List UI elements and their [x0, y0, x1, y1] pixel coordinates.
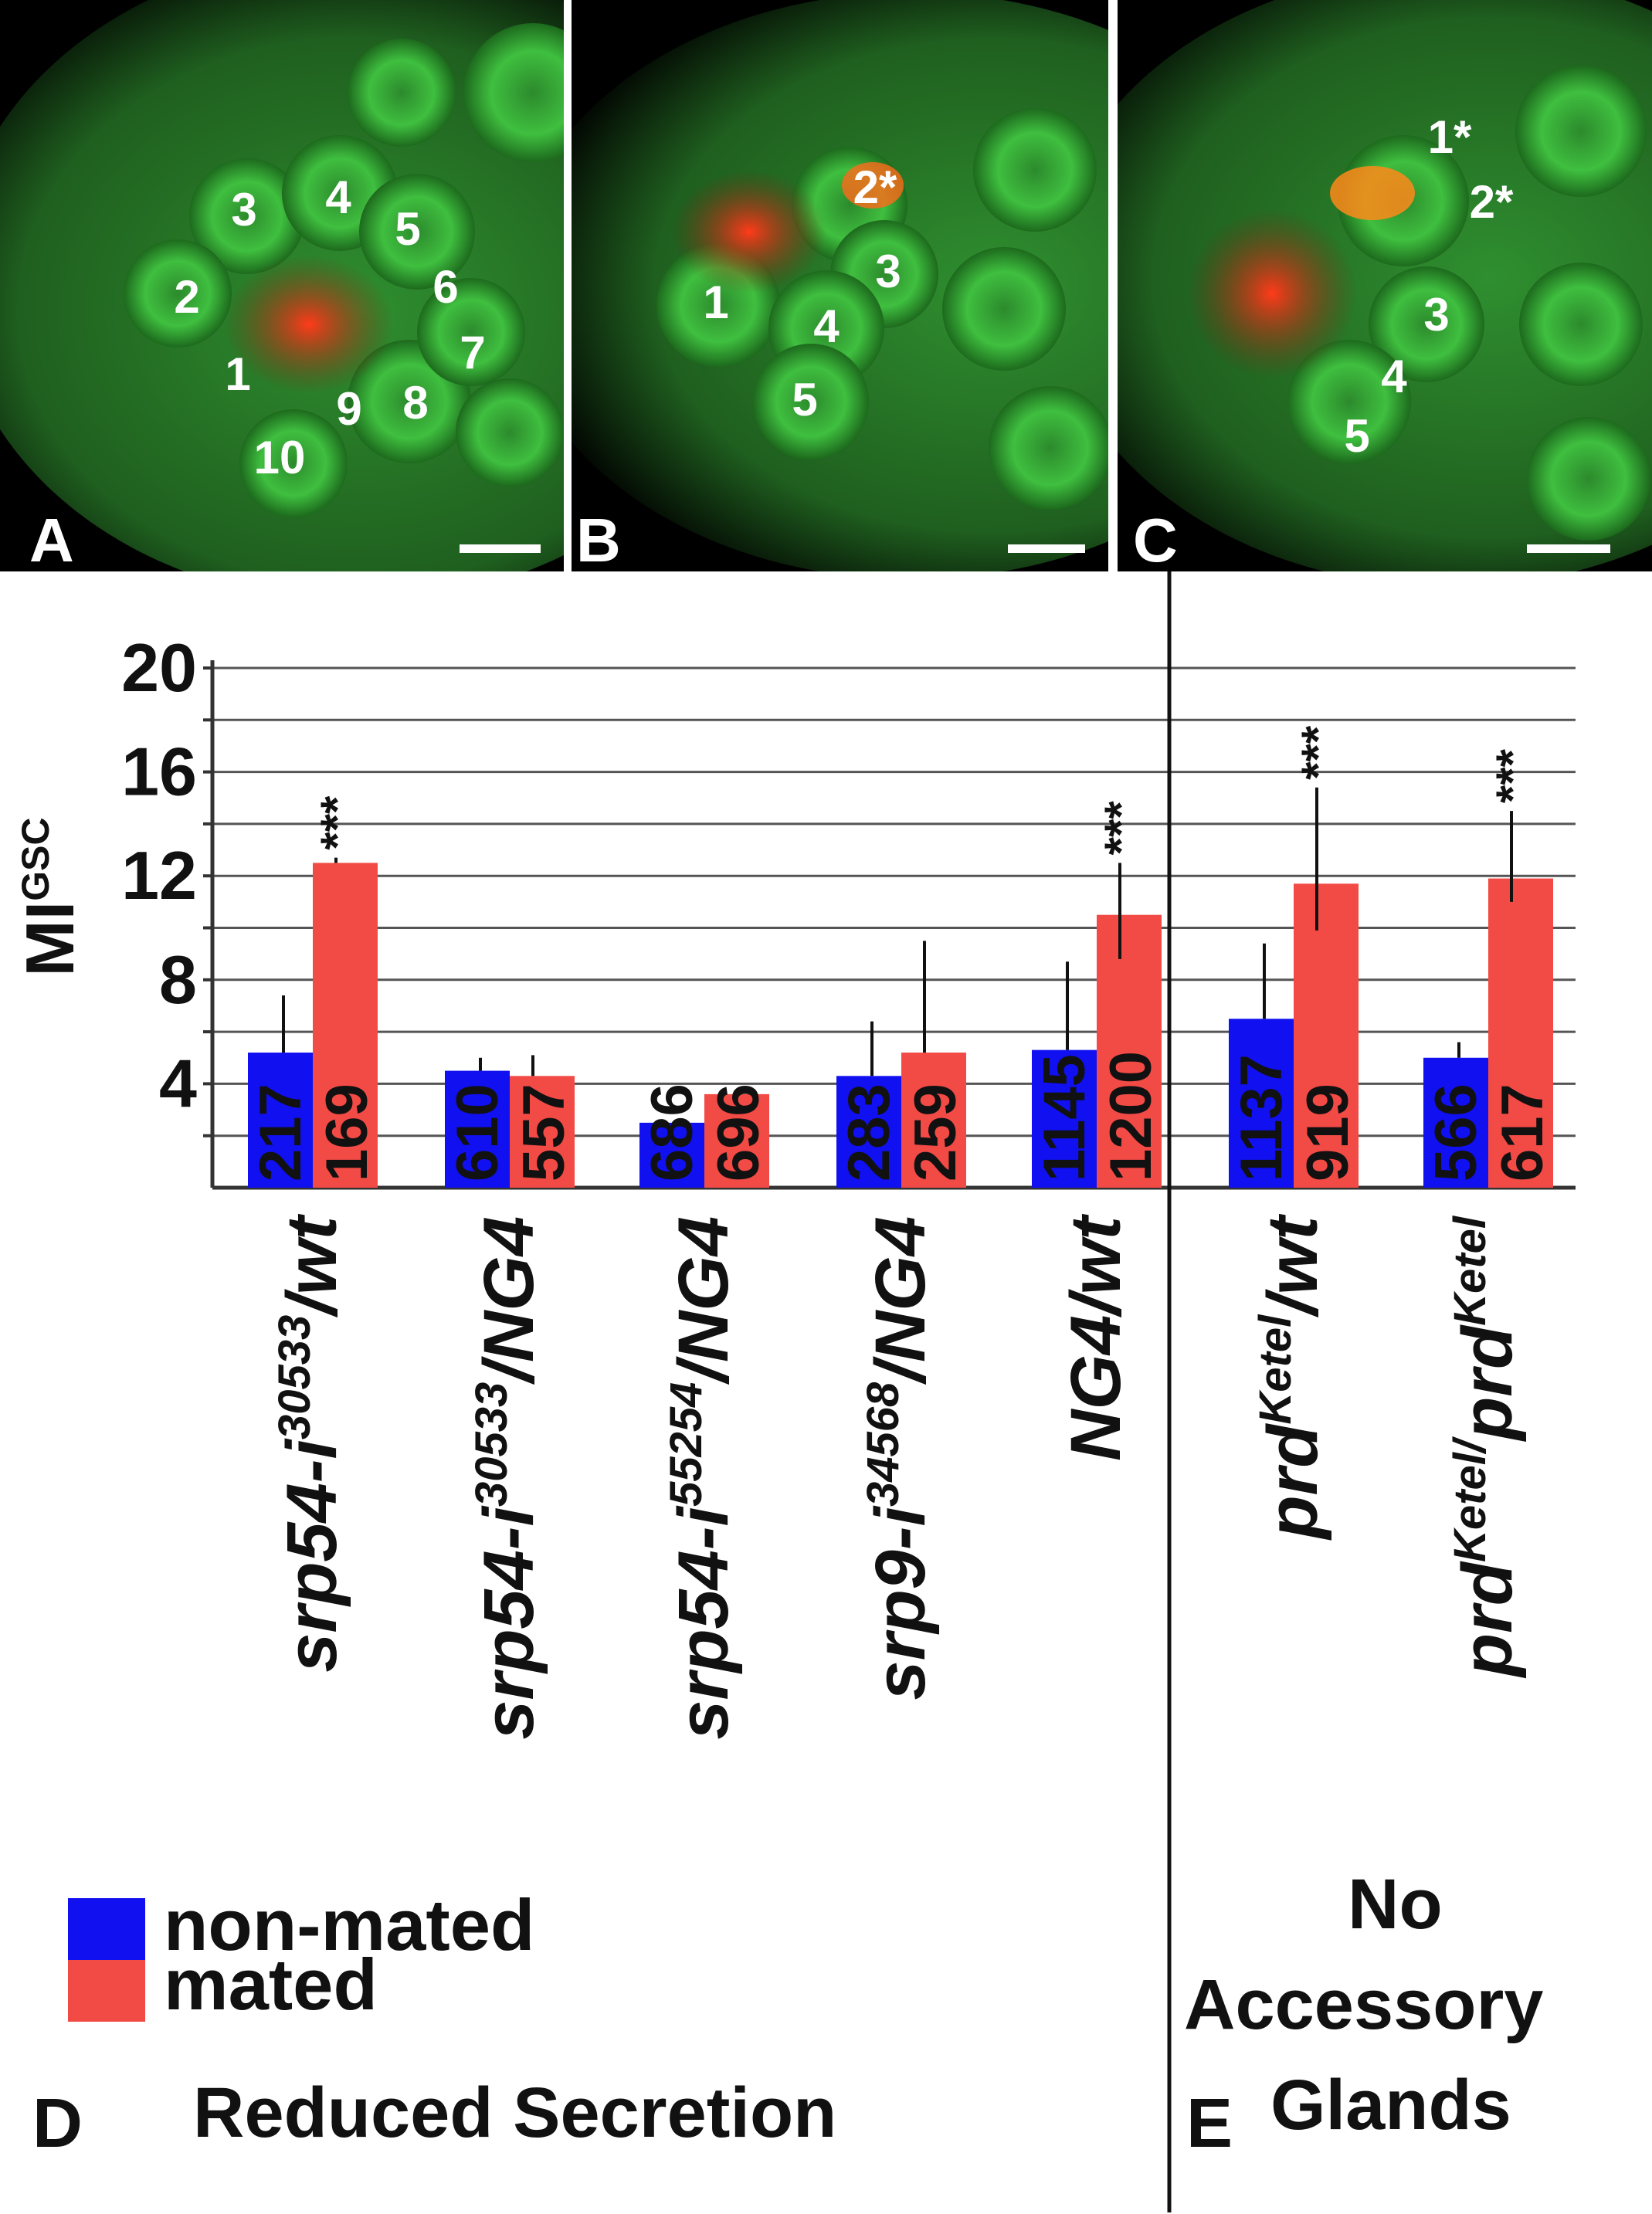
bar-mated	[704, 1093, 769, 1188]
cell-label: 1*	[1427, 111, 1472, 163]
panel-letter-b: B	[576, 506, 621, 571]
bar-mated	[1294, 883, 1359, 1188]
micrograph-panel-c: 1* 2* 3 4 5 C	[1118, 0, 1652, 571]
cell-blobs-a	[124, 23, 564, 517]
mitotic-index-chart: 4 8 12 16 20 MIGSC 217 169 *** srp54-i30533/wt 610…	[12, 571, 1576, 2212]
cell-label: 3	[231, 184, 257, 236]
micrograph-c-image	[1118, 0, 1652, 571]
y-tick-label: 20	[121, 629, 197, 706]
n-label-non-mated: 217	[248, 1083, 314, 1182]
y-tick-label: 8	[159, 941, 197, 1018]
category-label: prdKetel/wt	[1250, 1214, 1332, 1541]
category-label: srp54-i55254/NG4	[661, 1216, 743, 1740]
n-label-non-mated: 1145	[1032, 1054, 1097, 1182]
y-axis-label: MIGSC	[12, 817, 88, 976]
bar-non-mated	[1032, 1049, 1097, 1188]
no-accessory-glands-line3: Glands	[1270, 2066, 1511, 2144]
cell-label: 3	[1423, 289, 1450, 341]
n-label-mated: 919	[1295, 1083, 1361, 1182]
n-label-non-mated: 1137	[1229, 1054, 1294, 1182]
bar-non-mated	[1423, 1057, 1488, 1188]
cell-label: 8	[402, 377, 429, 429]
n-label-non-mated: 283	[836, 1083, 902, 1182]
category-label: srp54-i30533/NG4	[466, 1216, 548, 1740]
legend-label-non-mated: non-mated	[164, 1884, 534, 1965]
bar-mated	[1488, 878, 1553, 1188]
hub-signal-a	[224, 255, 394, 394]
cell-label: 4	[325, 171, 351, 223]
scale-bar-c	[1527, 544, 1610, 553]
category-label: srp9-i34568/NG4	[858, 1216, 940, 1700]
cell-label: 1	[703, 276, 729, 328]
cell-label: 3	[875, 246, 901, 297]
legend-swatch-mated	[68, 1960, 145, 2022]
cell-label: 9	[336, 383, 362, 435]
category-label: NG4/wt	[1057, 1214, 1135, 1461]
n-label-mated: 259	[903, 1083, 968, 1182]
cell-label: 5	[395, 203, 421, 255]
bar-mated	[1097, 914, 1162, 1188]
panel-letter-c: C	[1133, 506, 1178, 571]
bar-non-mated	[248, 1053, 313, 1188]
cell-label: 2	[174, 271, 200, 323]
significance-marker: ***	[311, 795, 363, 850]
cell-label: 2*	[1469, 176, 1514, 228]
bar-mated	[313, 863, 378, 1188]
cell-label: 6	[433, 261, 459, 313]
bar-non-mated	[836, 1076, 901, 1188]
y-tick-label: 12	[121, 837, 197, 914]
cell-label: 4	[813, 300, 840, 352]
legend-swatch-non-mated	[68, 1898, 145, 1960]
cell-label: 4	[1381, 351, 1407, 402]
bar-mated	[510, 1076, 575, 1188]
no-accessory-glands-line1: No	[1348, 1865, 1443, 1944]
category-label: srp54-i30533/wt	[270, 1214, 351, 1673]
significance-marker: ***	[1487, 748, 1538, 803]
bar-non-mated	[1229, 1019, 1294, 1188]
scale-bar-b	[1008, 544, 1085, 553]
micrograph-panel-a: 1 2 3 4 5 6 7 8 9 10 A	[0, 0, 564, 571]
scale-bar-a	[460, 544, 541, 553]
n-label-mated: 696	[706, 1083, 772, 1182]
significance-marker: ***	[1292, 725, 1344, 780]
cell-label: 10	[253, 432, 306, 483]
bar-non-mated	[445, 1070, 510, 1188]
cell-label: 5	[792, 374, 818, 426]
n-label-mated: 169	[314, 1083, 380, 1182]
y-tick-label: 4	[159, 1045, 197, 1121]
panel-letter-d: D	[32, 2085, 83, 2162]
n-label-mated: 557	[511, 1083, 577, 1182]
category-label: prdKetel/prdKetel	[1445, 1215, 1527, 1679]
micrograph-a-image	[0, 0, 564, 571]
n-label-mated: 1200	[1098, 1051, 1164, 1182]
micrograph-b-image	[572, 0, 1108, 571]
panel-letter-a: A	[29, 506, 74, 571]
n-label-non-mated: 610	[445, 1083, 511, 1182]
bar-non-mated	[639, 1122, 704, 1188]
cell-label: 5	[1344, 410, 1370, 462]
n-label-non-mated: 566	[1423, 1083, 1489, 1182]
panel-letter-e: E	[1186, 2085, 1233, 2162]
legend-label-mated: mated	[164, 1944, 378, 2025]
cell-label: 1	[225, 348, 251, 400]
bar-mated	[901, 1053, 966, 1188]
n-label-mated: 617	[1490, 1083, 1555, 1182]
cell-label: 7	[460, 327, 486, 378]
micrograph-panel-b: 1 2* 3 4 5 B	[572, 0, 1108, 571]
reduced-secretion-caption: Reduced Secretion	[193, 2073, 837, 2152]
no-accessory-glands-line2: Accessory	[1184, 1965, 1544, 2044]
y-tick-label: 16	[121, 734, 197, 810]
n-label-non-mated: 686	[639, 1083, 705, 1182]
cell-label: 2*	[853, 161, 897, 213]
significance-marker: ***	[1095, 801, 1147, 856]
